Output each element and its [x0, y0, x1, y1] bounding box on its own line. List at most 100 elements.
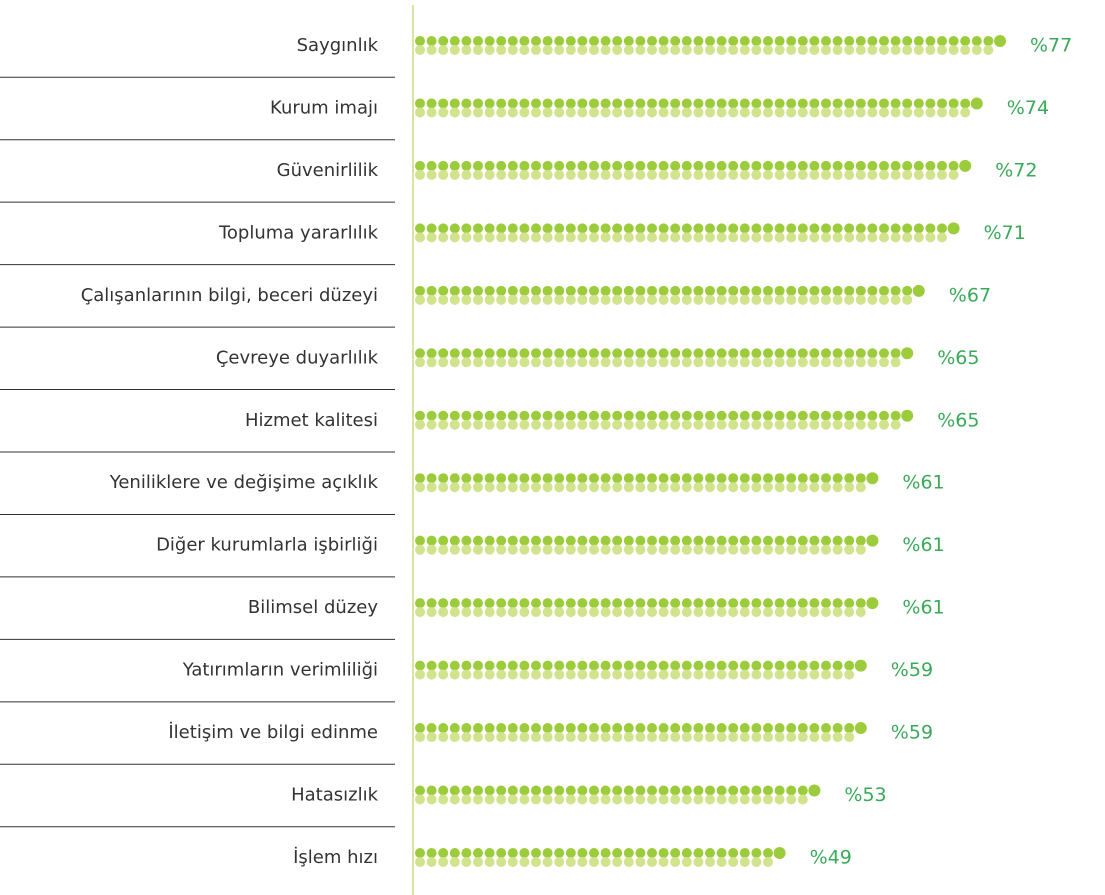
dot — [496, 285, 507, 296]
dot — [612, 732, 623, 743]
dot — [774, 660, 785, 671]
dot — [844, 473, 855, 484]
dot — [484, 294, 495, 305]
value-label: %77 — [1030, 35, 1072, 57]
dot — [774, 410, 785, 421]
dot — [438, 785, 449, 796]
dot — [821, 107, 831, 118]
dot — [484, 410, 495, 421]
dot — [612, 856, 623, 867]
dot — [635, 785, 646, 796]
dot — [635, 98, 646, 109]
dot — [716, 847, 727, 858]
dot — [994, 35, 1006, 47]
dot — [693, 223, 704, 234]
dot-bar — [415, 722, 867, 743]
dot — [449, 357, 460, 368]
dot — [855, 357, 866, 368]
dot — [751, 45, 762, 55]
dot-bar — [415, 97, 983, 118]
dot — [473, 419, 483, 430]
dot — [739, 294, 750, 305]
dot — [797, 419, 808, 430]
dot — [658, 660, 669, 671]
dot — [461, 348, 472, 359]
dot — [774, 732, 785, 743]
dot — [774, 419, 785, 430]
dot — [438, 294, 449, 305]
dot — [937, 160, 947, 171]
dot — [473, 785, 483, 796]
dot — [658, 107, 669, 118]
dot — [519, 785, 530, 796]
dot — [937, 45, 947, 55]
dot — [763, 232, 773, 243]
dot — [542, 419, 553, 430]
dot — [484, 482, 495, 493]
dot — [658, 223, 669, 234]
dot — [507, 535, 518, 546]
dot — [600, 419, 611, 430]
dot — [832, 348, 843, 359]
dot — [647, 598, 657, 609]
category-label: İşlem hızı — [293, 847, 378, 868]
dot — [693, 348, 704, 359]
dot — [879, 36, 889, 46]
dot — [415, 419, 425, 430]
dot — [577, 223, 588, 234]
dot — [484, 856, 495, 867]
dot — [415, 847, 425, 858]
dot — [507, 544, 518, 555]
dot — [461, 285, 472, 296]
dot — [716, 723, 727, 734]
dot — [461, 232, 472, 243]
dot — [589, 285, 599, 296]
dot — [554, 45, 565, 55]
dot — [554, 607, 565, 618]
dot — [902, 45, 913, 55]
dot — [751, 598, 762, 609]
dot — [728, 732, 739, 743]
dot — [913, 223, 924, 234]
dot — [774, 544, 785, 555]
dot — [635, 544, 646, 555]
dot — [797, 232, 808, 243]
dot — [519, 36, 530, 46]
category-label: Hatasızlık — [291, 785, 378, 806]
dot — [844, 348, 855, 359]
dot — [728, 223, 739, 234]
dot — [844, 107, 855, 118]
dot — [426, 169, 437, 180]
dot — [739, 856, 750, 867]
dot — [519, 419, 530, 430]
dot — [763, 544, 773, 555]
dot — [507, 482, 518, 493]
dot — [809, 223, 820, 234]
dot — [519, 847, 530, 858]
dot — [426, 785, 437, 796]
dot — [739, 223, 750, 234]
dot — [635, 357, 646, 368]
dot — [925, 232, 936, 243]
dot — [681, 348, 692, 359]
dot — [797, 598, 808, 609]
dot — [681, 607, 692, 618]
dot — [925, 169, 936, 180]
dot — [902, 107, 913, 118]
category-label: Yeniliklere ve değişime açıklık — [109, 472, 379, 493]
dot — [658, 856, 669, 867]
dot — [531, 45, 541, 55]
dot — [681, 285, 692, 296]
dot — [844, 660, 855, 671]
dot — [623, 36, 634, 46]
dot — [496, 473, 507, 484]
dot — [670, 98, 681, 109]
dot — [855, 36, 866, 46]
dot — [600, 669, 611, 680]
dot — [531, 169, 541, 180]
dot — [426, 36, 437, 46]
dot — [809, 36, 820, 46]
dot — [774, 223, 785, 234]
dot — [449, 45, 460, 55]
dot — [577, 473, 588, 484]
